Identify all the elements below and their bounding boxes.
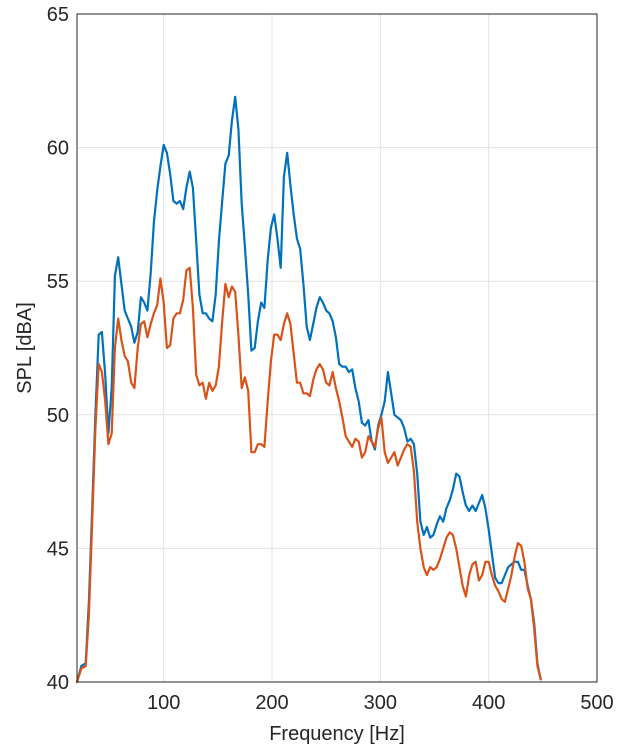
y-axis-label: SPL [dBA] — [14, 302, 36, 394]
x-axis-label: Frequency [Hz] — [269, 723, 405, 745]
axes-box — [76, 13, 598, 683]
x-tick-label: 400 — [472, 692, 505, 714]
x-tick-label: 200 — [255, 692, 288, 714]
x-tick-label: 100 — [147, 692, 180, 714]
series-line-2 — [75, 266, 542, 684]
x-tick-label: 500 — [580, 692, 613, 714]
grid — [77, 14, 597, 682]
y-tick-label: 60 — [47, 138, 69, 160]
y-tick-label: 40 — [47, 672, 69, 694]
y-tick-label: 55 — [47, 271, 69, 293]
y-tick-label: 50 — [47, 405, 69, 427]
tick-labels: 100 200 300 400 500 40 45 50 55 60 65 — [47, 4, 614, 714]
x-tick-label: 300 — [364, 692, 397, 714]
series-line-1 — [75, 95, 542, 684]
y-tick-label: 45 — [47, 538, 69, 560]
series-lines — [75, 95, 542, 684]
y-tick-label: 65 — [47, 4, 69, 26]
